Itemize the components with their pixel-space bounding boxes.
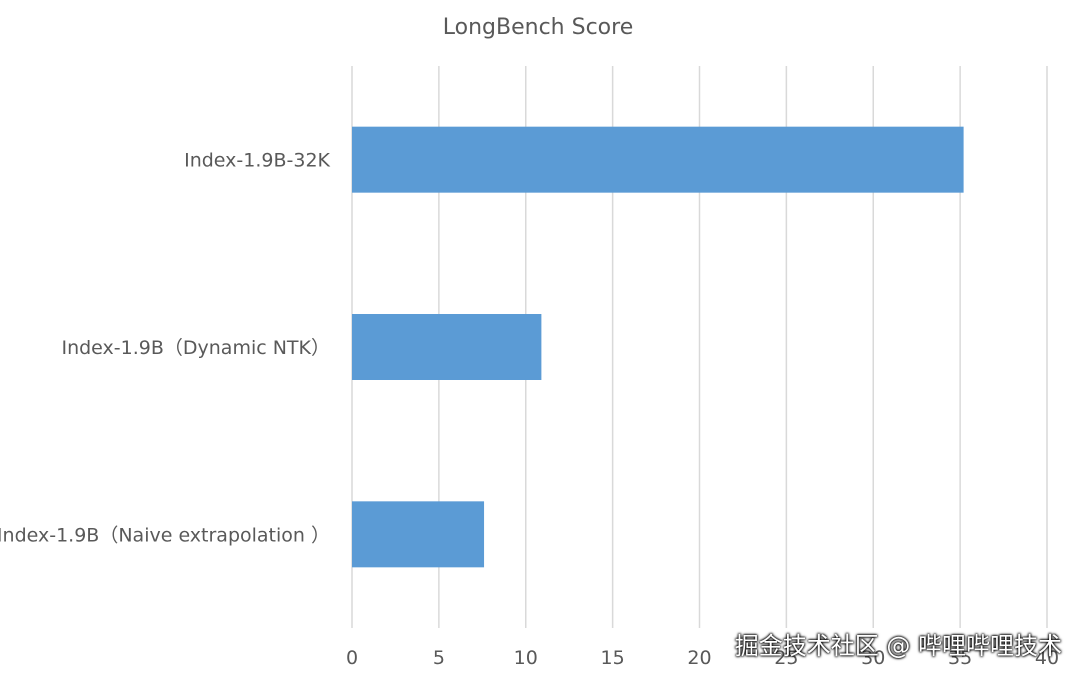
- x-tick-label: 35: [948, 647, 972, 669]
- bars: [352, 126, 964, 568]
- bar: [352, 501, 485, 568]
- x-tick-label: 40: [1035, 647, 1059, 669]
- x-tick-label: 15: [601, 647, 625, 669]
- chart-title: LongBench Score: [443, 15, 633, 40]
- watermark: 掘金技术社区 @ 哔哩哔哩技术: [734, 632, 1062, 660]
- category-labels: Index-1.9B-32K Index-1.9B（Dynamic NTK） Ind…: [0, 150, 331, 547]
- x-tick-label: 25: [774, 647, 798, 669]
- x-tick-label: 5: [433, 647, 445, 669]
- bar: [352, 314, 542, 380]
- x-tick-label: 0: [346, 647, 358, 669]
- category-label: Index-1.9B（Naive extrapolation ）: [0, 524, 330, 546]
- x-tick-label: 10: [514, 647, 538, 669]
- category-label: Index-1.9B-32K: [184, 150, 330, 172]
- category-label: Index-1.9B（Dynamic NTK）: [61, 337, 330, 359]
- x-tick-label: 20: [687, 647, 711, 669]
- x-tick-labels: 0 5 10 15 20 25 30 35 40: [346, 647, 1059, 669]
- x-tick-label: 30: [861, 647, 885, 669]
- bar: [352, 126, 964, 193]
